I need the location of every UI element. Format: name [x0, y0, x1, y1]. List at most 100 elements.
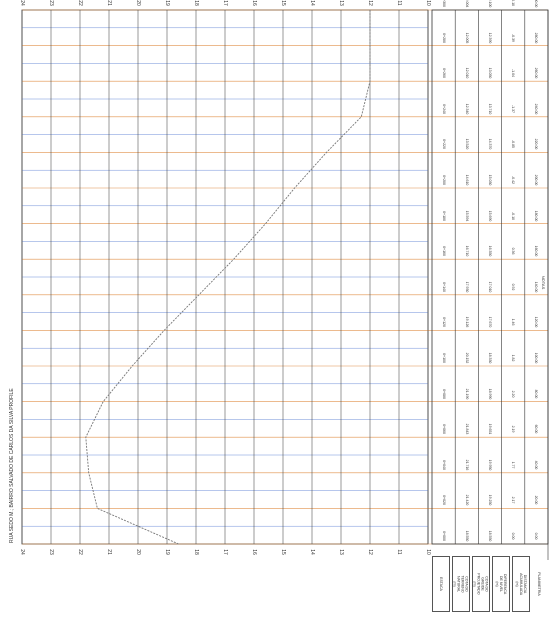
x-tick-label-bottom: 13 — [338, 549, 344, 555]
table-cell: 0+200 — [441, 175, 446, 185]
table-cell: 12.100 — [488, 0, 492, 8]
x-tick-label-top: 17 — [222, 0, 228, 6]
x-tick-label-bottom: 11 — [396, 549, 402, 555]
x-tick-label-bottom: 23 — [48, 549, 54, 555]
x-tick-label-top: 22 — [77, 0, 83, 6]
legend-box: DIFERENCA DE NIVEL (m) — [492, 556, 510, 612]
x-tick-label-top: 11 — [396, 0, 402, 6]
table-cell: 18.550 — [464, 530, 469, 542]
x-tick-label-top: 23 — [48, 0, 54, 6]
table-cell: 18.550 — [488, 530, 492, 542]
table-cell: 0+160 — [441, 246, 446, 257]
table-cell: 17.930 — [464, 281, 469, 293]
table-cell: -0.39 — [511, 33, 516, 42]
table-cell: 0+020 — [441, 495, 446, 506]
table-cell: 2.17 — [511, 496, 516, 504]
table-cell: 40.00 — [534, 460, 539, 470]
legend-box: COTA DO TERRENO NATURAL (m) — [452, 556, 470, 612]
notes-label: NOTAS — [541, 275, 547, 290]
legend-box: DISTANCIA ACUMULADA (m) — [512, 556, 530, 612]
legend-label: COTA DO TERRENO NATURAL (m) — [453, 575, 470, 593]
table-cell: 17.670 — [488, 317, 492, 328]
table-cell: 0+300 — [441, 0, 446, 7]
x-tick-label-top: 19 — [164, 0, 170, 6]
table-cell: 0.00 — [511, 532, 516, 540]
table-cell: 100.00 — [534, 352, 539, 364]
legend-label: DIFERENCA DE NIVEL (m) — [495, 573, 507, 595]
table-cell: 13.050 — [488, 67, 492, 79]
x-tick-label-bottom: 10 — [425, 549, 431, 555]
table-cell: 18.990 — [488, 388, 492, 399]
table-cell: 19.651 — [488, 423, 492, 435]
legend-label: ESTACA — [439, 577, 443, 591]
x-tick-label-bottom: 14 — [309, 549, 315, 555]
table-cell: 21.716 — [464, 459, 469, 471]
table-cell: -0.10 — [511, 211, 516, 220]
x-tick-label-bottom: 21 — [106, 549, 112, 555]
x-tick-label-bottom: 17 — [222, 549, 228, 555]
table-cell: 0.36 — [511, 247, 516, 255]
x-tick-label-bottom: 16 — [251, 549, 257, 555]
legend-label: DISTANCIA ACUMULADA (m) — [515, 573, 527, 596]
table-cell: 19.250 — [488, 495, 492, 506]
table-cell: 21.843 — [464, 423, 469, 435]
table-cell: -1.37 — [511, 104, 516, 113]
table-cell: 240.00 — [534, 103, 539, 115]
table-cell: 15.594 — [464, 210, 469, 221]
table-cell: 300.00 — [534, 0, 539, 8]
x-tick-label-bottom: 22 — [77, 549, 83, 555]
table-cell: 17.010 — [488, 281, 492, 293]
table-cell: 280.00 — [534, 32, 539, 43]
table-cell: 21.420 — [464, 495, 469, 506]
table-cell: 200.00 — [534, 174, 539, 186]
table-cell: 80.00 — [534, 389, 539, 398]
table-cell: 20.152 — [464, 352, 469, 364]
table-cell: 0+180 — [441, 210, 446, 221]
table-cell: 0+120 — [441, 317, 446, 328]
x-tick-label-top: 18 — [193, 0, 199, 6]
x-tick-label-bottom: 15 — [280, 549, 286, 555]
table-cell: -0.85 — [511, 140, 516, 149]
table-cell: 13.710 — [488, 103, 492, 115]
table-cell: -1.04 — [511, 69, 516, 78]
table-cell: 2.20 — [511, 390, 516, 397]
x-tick-label-top: 16 — [251, 0, 257, 6]
table-cell: 0.92 — [511, 283, 516, 291]
table-cell: 21.190 — [464, 388, 469, 399]
table-cell: -0.10 — [511, 0, 516, 6]
x-tick-label-top: 21 — [106, 0, 112, 6]
table-cell: 19.126 — [464, 317, 469, 328]
table-cell: 12.004 — [464, 0, 469, 8]
table-cell: 180.00 — [534, 210, 539, 221]
table-cell: 1.82 — [511, 354, 516, 362]
table-cell: 0+080 — [441, 388, 446, 399]
x-tick-label-bottom: 20 — [135, 549, 141, 555]
table-cell: -0.42 — [511, 176, 516, 184]
table-cell: 2.19 — [511, 425, 516, 433]
table-cell: 1.46 — [511, 318, 516, 326]
x-tick-label-top: 24 — [19, 0, 25, 6]
table-cell: 12.340 — [464, 103, 469, 115]
table-cell: 18.330 — [488, 352, 492, 364]
table-cell: 0+280 — [441, 32, 446, 43]
table-cell: 12.390 — [488, 32, 492, 43]
table-cell: 0+260 — [441, 68, 446, 79]
x-tick-label-bottom: 24 — [19, 549, 25, 555]
table-cell: 0+100 — [441, 353, 446, 363]
table-cell: 16.350 — [488, 245, 492, 257]
table-cell: 15.690 — [488, 210, 492, 221]
legend-box: COTA DO GREIDE PROJETADO (m) — [472, 556, 490, 612]
planimetry-label: PLANIMETRIA — [537, 572, 541, 596]
table-cell: 20.00 — [534, 496, 539, 505]
table-cell: 0+040 — [441, 459, 446, 470]
x-tick-label-top: 15 — [280, 0, 286, 6]
table-cell: 13.520 — [464, 139, 469, 150]
table-cell: 0+220 — [441, 139, 446, 150]
legend-label: COTA DO GREIDE PROJETADO (m) — [473, 573, 490, 595]
table-cell: 0+060 — [441, 424, 446, 435]
profile-title: RUA SEDO M.; BAIRRO SALVADO DE CARLOS DA… — [9, 388, 15, 543]
table-cell: 0.00 — [534, 532, 539, 540]
table-cell: 0+000 — [441, 531, 446, 541]
